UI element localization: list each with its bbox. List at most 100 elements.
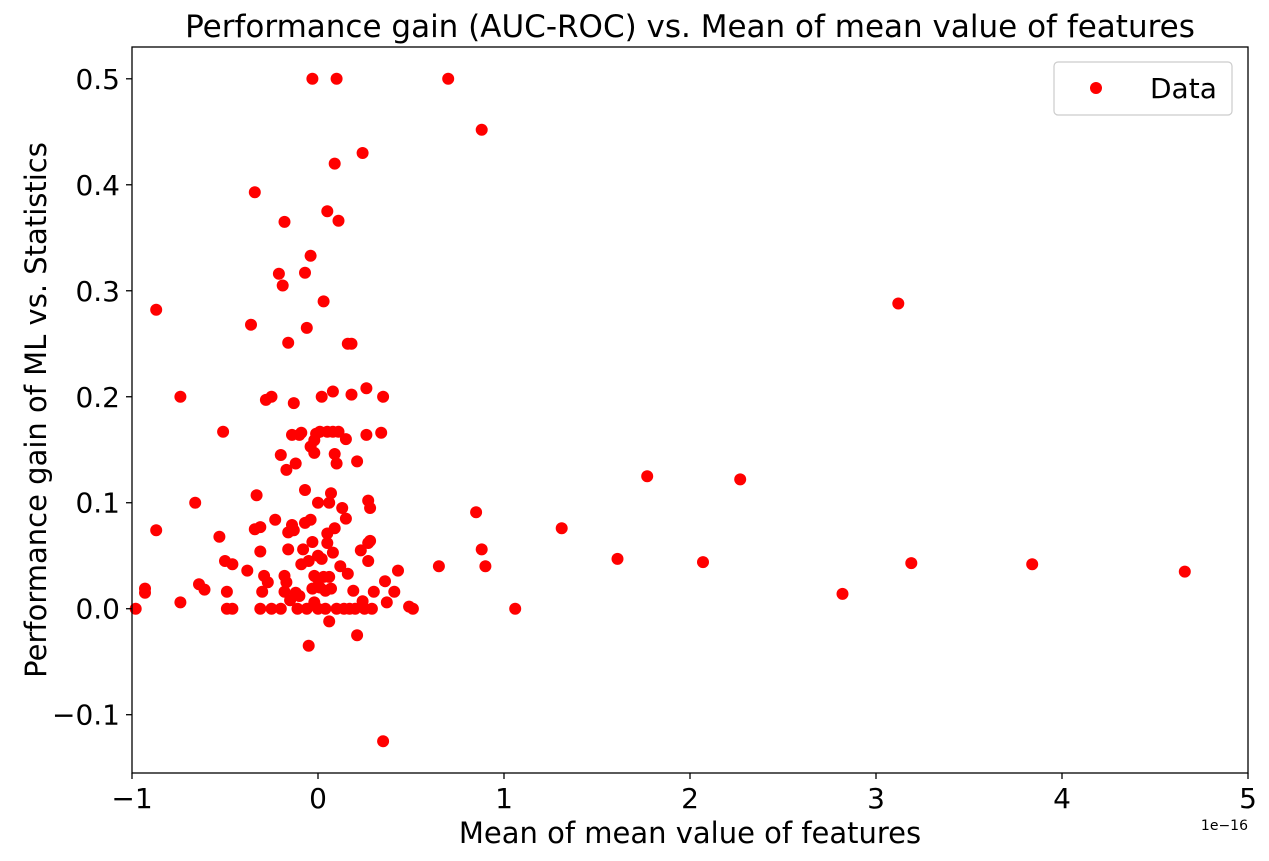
data-point [139,586,151,599]
y-axis-ticks: −0.1 0.0 0.1 0.2 0.3 0.4 0.5 [52,63,132,732]
data-point [641,470,654,483]
data-point [254,545,267,558]
data-point [289,457,302,470]
data-point [226,558,239,571]
data-point [312,496,324,509]
y-axis-label: Performance gain of ML vs. Statistics [19,142,53,678]
data-point [282,543,295,556]
data-point [150,303,163,316]
data-point [300,321,313,334]
data-point [304,249,317,262]
data-point [302,555,315,567]
data-point [326,385,339,398]
data-point [308,446,321,459]
data-point [330,457,343,470]
data-point [432,560,445,573]
data-point [323,570,336,583]
data-point [365,602,378,615]
data-point [321,537,334,549]
data-point [892,297,905,310]
legend-box [1053,61,1233,116]
data-point [332,425,345,438]
data-point [241,564,254,577]
x-axis-label: Mean of mean value of features [459,816,921,850]
data-point [367,585,380,598]
data-point [306,536,319,548]
y-tick-label: 0.2 [75,381,120,414]
data-point [274,602,287,615]
data-point [349,602,362,615]
legend-label: Data [1150,72,1217,105]
data-point [276,279,289,292]
data-point [174,390,187,403]
data-point [287,524,300,537]
data-point [377,735,390,748]
data-point [278,215,291,228]
data-point [905,557,918,570]
data-point [364,534,377,547]
data-point [326,546,339,559]
data-point [734,473,747,486]
data-point [392,564,404,577]
data-point [254,602,267,615]
data-point [479,560,492,573]
data-point [317,295,330,308]
x-tick-label: 4 [1053,782,1071,815]
data-point [299,484,311,496]
data-point [304,513,317,526]
data-point [328,448,341,460]
data-point [334,560,347,573]
data-point [406,602,419,615]
x-axis-ticks: −1 0 1 2 3 4 5 [111,773,1257,815]
data-point [339,512,352,525]
data-point [248,186,261,199]
data-point [254,521,267,534]
x-tick-label: 2 [681,782,699,815]
data-point [328,522,341,535]
data-point [150,524,163,537]
data-point [250,489,263,502]
data-point [297,543,310,556]
data-point [328,157,341,170]
data-point [375,426,388,439]
x-tick-label: 3 [867,782,885,815]
x-tick-label: 1 [495,782,513,815]
data-point [265,602,278,615]
data-point [280,463,293,476]
legend: Data [1053,61,1233,116]
data-point [611,552,624,565]
data-point [836,587,849,600]
data-point [280,576,293,589]
data-point [189,496,202,509]
data-point [351,629,364,642]
data-point [351,455,364,468]
data-point [226,602,239,615]
data-point [315,552,328,565]
data-point [325,582,337,595]
data-point [129,602,142,615]
data-point [217,425,230,438]
data-point [323,615,336,628]
data-point [269,513,282,526]
data-point [360,428,373,441]
y-tick-label: 0.0 [75,593,120,626]
data-point [555,522,568,535]
data-point [261,576,274,589]
x-tick-label: 5 [1239,782,1257,815]
data-point [379,575,391,588]
y-tick-label: −0.1 [52,699,120,732]
y-tick-label: 0.1 [75,487,120,520]
data-point [325,487,337,500]
data-point [362,555,375,567]
data-point [475,543,488,556]
data-point [299,266,311,279]
data-point [220,585,233,598]
data-point [1026,558,1039,571]
data-point [198,583,211,596]
data-point [315,390,328,403]
data-point [256,585,269,598]
data-point [245,318,257,331]
data-point [213,530,226,543]
data-point [475,123,488,136]
